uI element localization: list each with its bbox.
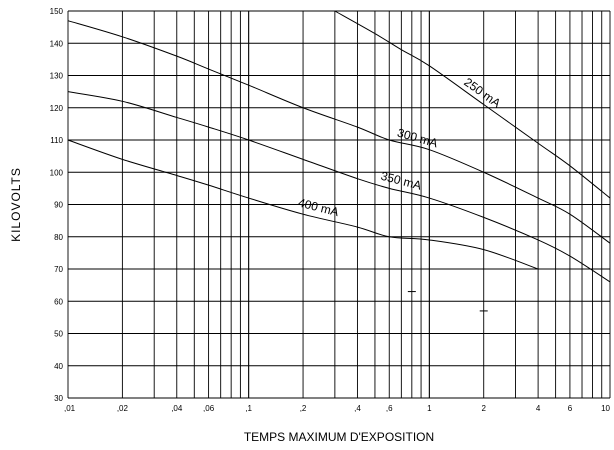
y-tick-label: 30 [54, 394, 63, 403]
series-line-300-ma [67, 20, 611, 244]
series-line-400-ma [67, 139, 539, 270]
x-tick-label: ,04 [171, 404, 183, 413]
y-tick-label: 100 [50, 168, 64, 177]
x-tick-label: ,1 [245, 404, 252, 413]
y-tick-label: 50 [54, 330, 63, 339]
x-axis-title: TEMPS MAXIMUM D'EXPOSITION [244, 430, 434, 444]
y-tick-label: 120 [50, 104, 64, 113]
x-tick-label: 1 [427, 404, 432, 413]
x-tick-label: ,01 [64, 404, 76, 413]
y-tick-label: 140 [50, 39, 64, 48]
x-tick-label: ,6 [386, 404, 393, 413]
x-tick-label: ,2 [300, 404, 307, 413]
grid [67, 10, 611, 399]
y-tick-label: 130 [50, 72, 64, 81]
series-line-250-ma [334, 10, 611, 199]
x-tick-label: 6 [568, 404, 573, 413]
y-tick-label: 80 [54, 233, 63, 242]
x-tick-label: 4 [536, 404, 541, 413]
x-tick-label: 2 [481, 404, 486, 413]
x-tick-label: ,06 [203, 404, 215, 413]
x-tick-labels: ,01 ,02 ,04 ,06 ,1 ,2 ,4 ,6 1 2 4 6 10 [64, 404, 611, 413]
series-line-350-ma [67, 91, 611, 283]
x-tick-label: ,4 [354, 404, 361, 413]
x-tick-label: ,02 [117, 404, 129, 413]
y-tick-label: 90 [54, 201, 63, 210]
y-tick-label: 70 [54, 265, 63, 274]
y-tick-label: 60 [54, 297, 63, 306]
x-tick-label: 10 [601, 404, 610, 413]
y-tick-label: 150 [50, 7, 64, 16]
y-tick-labels: 30 40 50 60 70 80 90 100 110 120 130 140 150 [50, 7, 64, 403]
marks [407, 291, 488, 312]
y-tick-label: 40 [54, 362, 63, 371]
curves [67, 10, 611, 283]
y-tick-label: 110 [50, 136, 63, 145]
y-axis-title: KILOVOLTS [9, 167, 23, 242]
